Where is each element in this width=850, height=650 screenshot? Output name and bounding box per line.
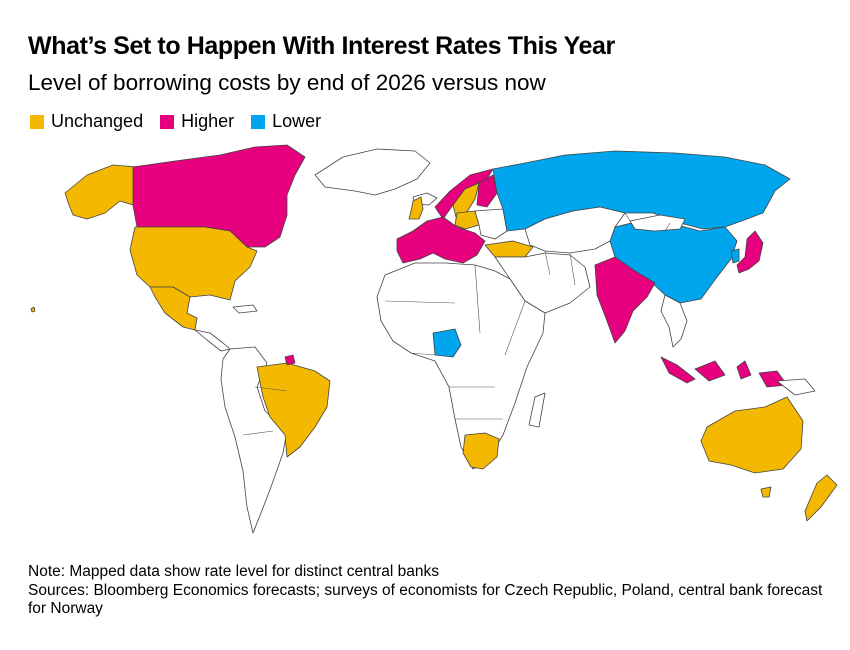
region-caribbean: [232, 304, 258, 314]
legend-swatch-lower: [251, 114, 266, 129]
region-eastern-europe: [474, 208, 508, 240]
legend-swatch-unchanged: [30, 114, 44, 129]
region-turkey: Turkey: [484, 240, 534, 258]
region-south-africa: South Africa: [462, 432, 500, 470]
chart-subtitle: Level of borrowing costs by end of 2026 …: [28, 70, 546, 95]
region-tasmania: [760, 486, 772, 498]
legend: Unchanged Higher Lower: [30, 111, 338, 132]
region-new-zealand: New Zealand: [804, 474, 838, 522]
region-central-asia: [524, 206, 626, 254]
region-united-kingdom: United Kingdom: [408, 196, 424, 220]
sources-text: Sources: Bloomberg Economics forecasts; …: [28, 581, 823, 618]
region-southeast-asia: [660, 294, 688, 348]
region-finland: [476, 174, 498, 208]
region-hawaii: [30, 306, 36, 313]
note-text: Note: Mapped data show rate level for di…: [28, 563, 439, 580]
legend-swatch-higher: [160, 114, 175, 129]
region-africa: [376, 262, 546, 470]
legend-label-lower: Lower: [272, 111, 322, 131]
country-borders: [242, 212, 671, 436]
region-nigeria: Nigeria: [432, 328, 462, 358]
legend-item-unchanged: Unchanged: [30, 111, 143, 132]
region-korea: [730, 248, 740, 264]
region-papua: [776, 378, 816, 396]
region-brazil: Brazil: [256, 362, 331, 458]
region-euro-area: Euro area: [396, 216, 486, 264]
region-united-states: United States: [129, 226, 258, 301]
chart-title: What’s Set to Happen With Interest Rates…: [28, 32, 615, 60]
region-guiana: [284, 354, 296, 366]
region-indonesia: Indonesia: [660, 356, 788, 388]
region-russia: Russia: [492, 150, 791, 232]
region-alaska: Alaska: [64, 164, 138, 220]
region-greenland: [314, 148, 431, 196]
region-poland: Poland: [454, 210, 480, 230]
region-mongolia: [629, 214, 686, 232]
region-central-america: [194, 329, 231, 352]
region-mexico: Mexico: [149, 286, 198, 331]
notes: Note: Mapped data show rate level for di…: [28, 563, 843, 619]
world-map: Alaska Canada United States Mexico Brazi…: [30, 144, 838, 534]
region-australia: Australia: [700, 396, 804, 474]
region-india: India: [594, 256, 656, 344]
region-japan: Japan: [736, 230, 764, 274]
legend-item-higher: Higher: [160, 111, 234, 132]
legend-label-higher: Higher: [181, 111, 235, 131]
region-madagascar: [528, 392, 546, 428]
legend-label-unchanged: Unchanged: [51, 111, 144, 131]
legend-item-lower: Lower: [251, 111, 321, 132]
